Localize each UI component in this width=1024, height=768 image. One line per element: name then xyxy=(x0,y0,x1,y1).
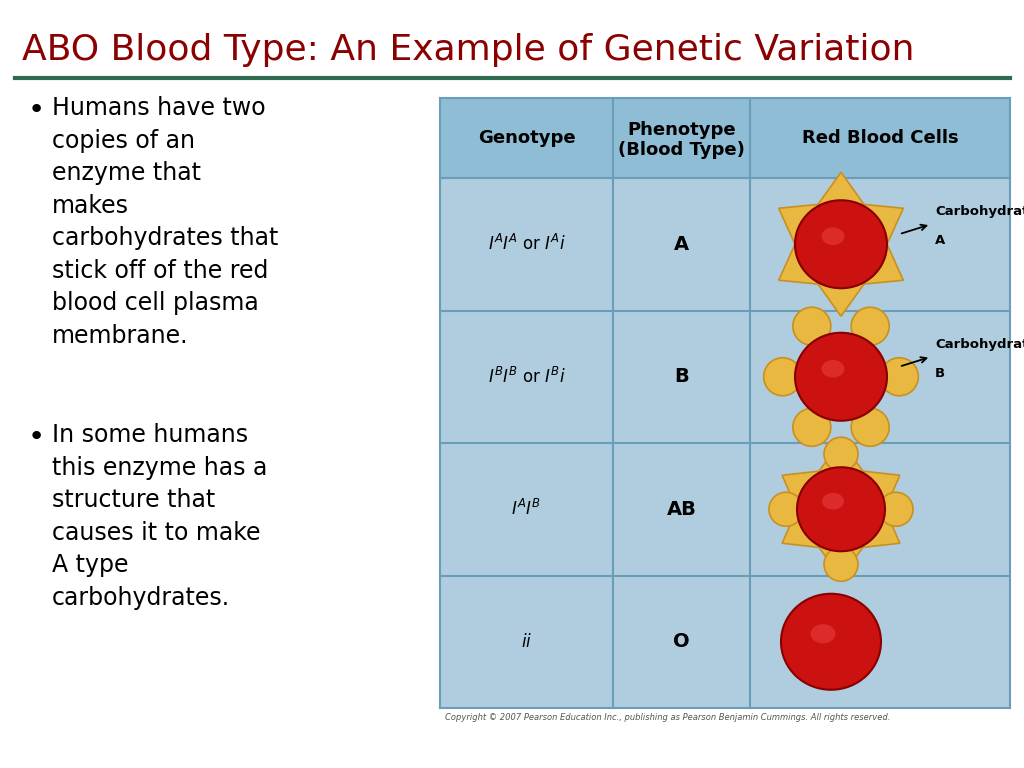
Text: In some humans
this enzyme has a
structure that
causes it to make
A type
carbohy: In some humans this enzyme has a structu… xyxy=(52,423,267,610)
Polygon shape xyxy=(440,98,1010,708)
Text: Carbohydrate: Carbohydrate xyxy=(935,338,1024,351)
Circle shape xyxy=(793,409,830,446)
Ellipse shape xyxy=(821,360,845,378)
Text: •: • xyxy=(28,96,45,124)
Circle shape xyxy=(764,358,802,396)
Text: $\mathit{I}^B\mathit{I}^B$ or $\mathit{I}^B\mathit{i}$: $\mathit{I}^B\mathit{I}^B$ or $\mathit{I… xyxy=(487,366,565,387)
Text: Genotype: Genotype xyxy=(477,129,575,147)
Polygon shape xyxy=(778,172,903,316)
Polygon shape xyxy=(782,442,900,578)
Text: O: O xyxy=(673,632,690,651)
Text: A: A xyxy=(674,235,689,253)
Circle shape xyxy=(879,492,913,526)
Circle shape xyxy=(824,437,858,472)
Text: •: • xyxy=(28,423,45,451)
Ellipse shape xyxy=(811,624,836,644)
Ellipse shape xyxy=(797,467,885,551)
Text: Copyright © 2007 Pearson Education Inc., publishing as Pearson Benjamin Cummings: Copyright © 2007 Pearson Education Inc.,… xyxy=(445,713,891,722)
Text: $\mathit{I}^A\mathit{I}^B$: $\mathit{I}^A\mathit{I}^B$ xyxy=(512,499,542,519)
Circle shape xyxy=(881,358,919,396)
Text: $\mathit{i}\mathit{i}$: $\mathit{i}\mathit{i}$ xyxy=(521,633,532,650)
Circle shape xyxy=(793,307,830,346)
Text: B: B xyxy=(674,367,689,386)
Polygon shape xyxy=(440,98,1010,178)
Text: B: B xyxy=(935,367,945,379)
Text: ABO Blood Type: An Example of Genetic Variation: ABO Blood Type: An Example of Genetic Va… xyxy=(22,33,914,67)
Ellipse shape xyxy=(795,333,887,421)
Text: A: A xyxy=(935,234,945,247)
Ellipse shape xyxy=(822,493,844,510)
Text: Red Blood Cells: Red Blood Cells xyxy=(802,129,958,147)
Text: $\mathit{I}^A\mathit{I}^A$ or $\mathit{I}^A\mathit{i}$: $\mathit{I}^A\mathit{I}^A$ or $\mathit{I… xyxy=(487,234,565,254)
Text: Carbohydrate: Carbohydrate xyxy=(935,205,1024,218)
Text: Phenotype: Phenotype xyxy=(627,121,736,139)
Text: AB: AB xyxy=(667,500,696,518)
Circle shape xyxy=(851,409,889,446)
Circle shape xyxy=(851,307,889,346)
Ellipse shape xyxy=(821,227,845,245)
Ellipse shape xyxy=(781,594,881,690)
Circle shape xyxy=(824,548,858,581)
Text: (Blood Type): (Blood Type) xyxy=(618,141,744,159)
Text: Humans have two
copies of an
enzyme that
makes
carbohydrates that
stick off of t: Humans have two copies of an enzyme that… xyxy=(52,96,279,348)
Ellipse shape xyxy=(795,200,887,288)
Circle shape xyxy=(769,492,803,526)
